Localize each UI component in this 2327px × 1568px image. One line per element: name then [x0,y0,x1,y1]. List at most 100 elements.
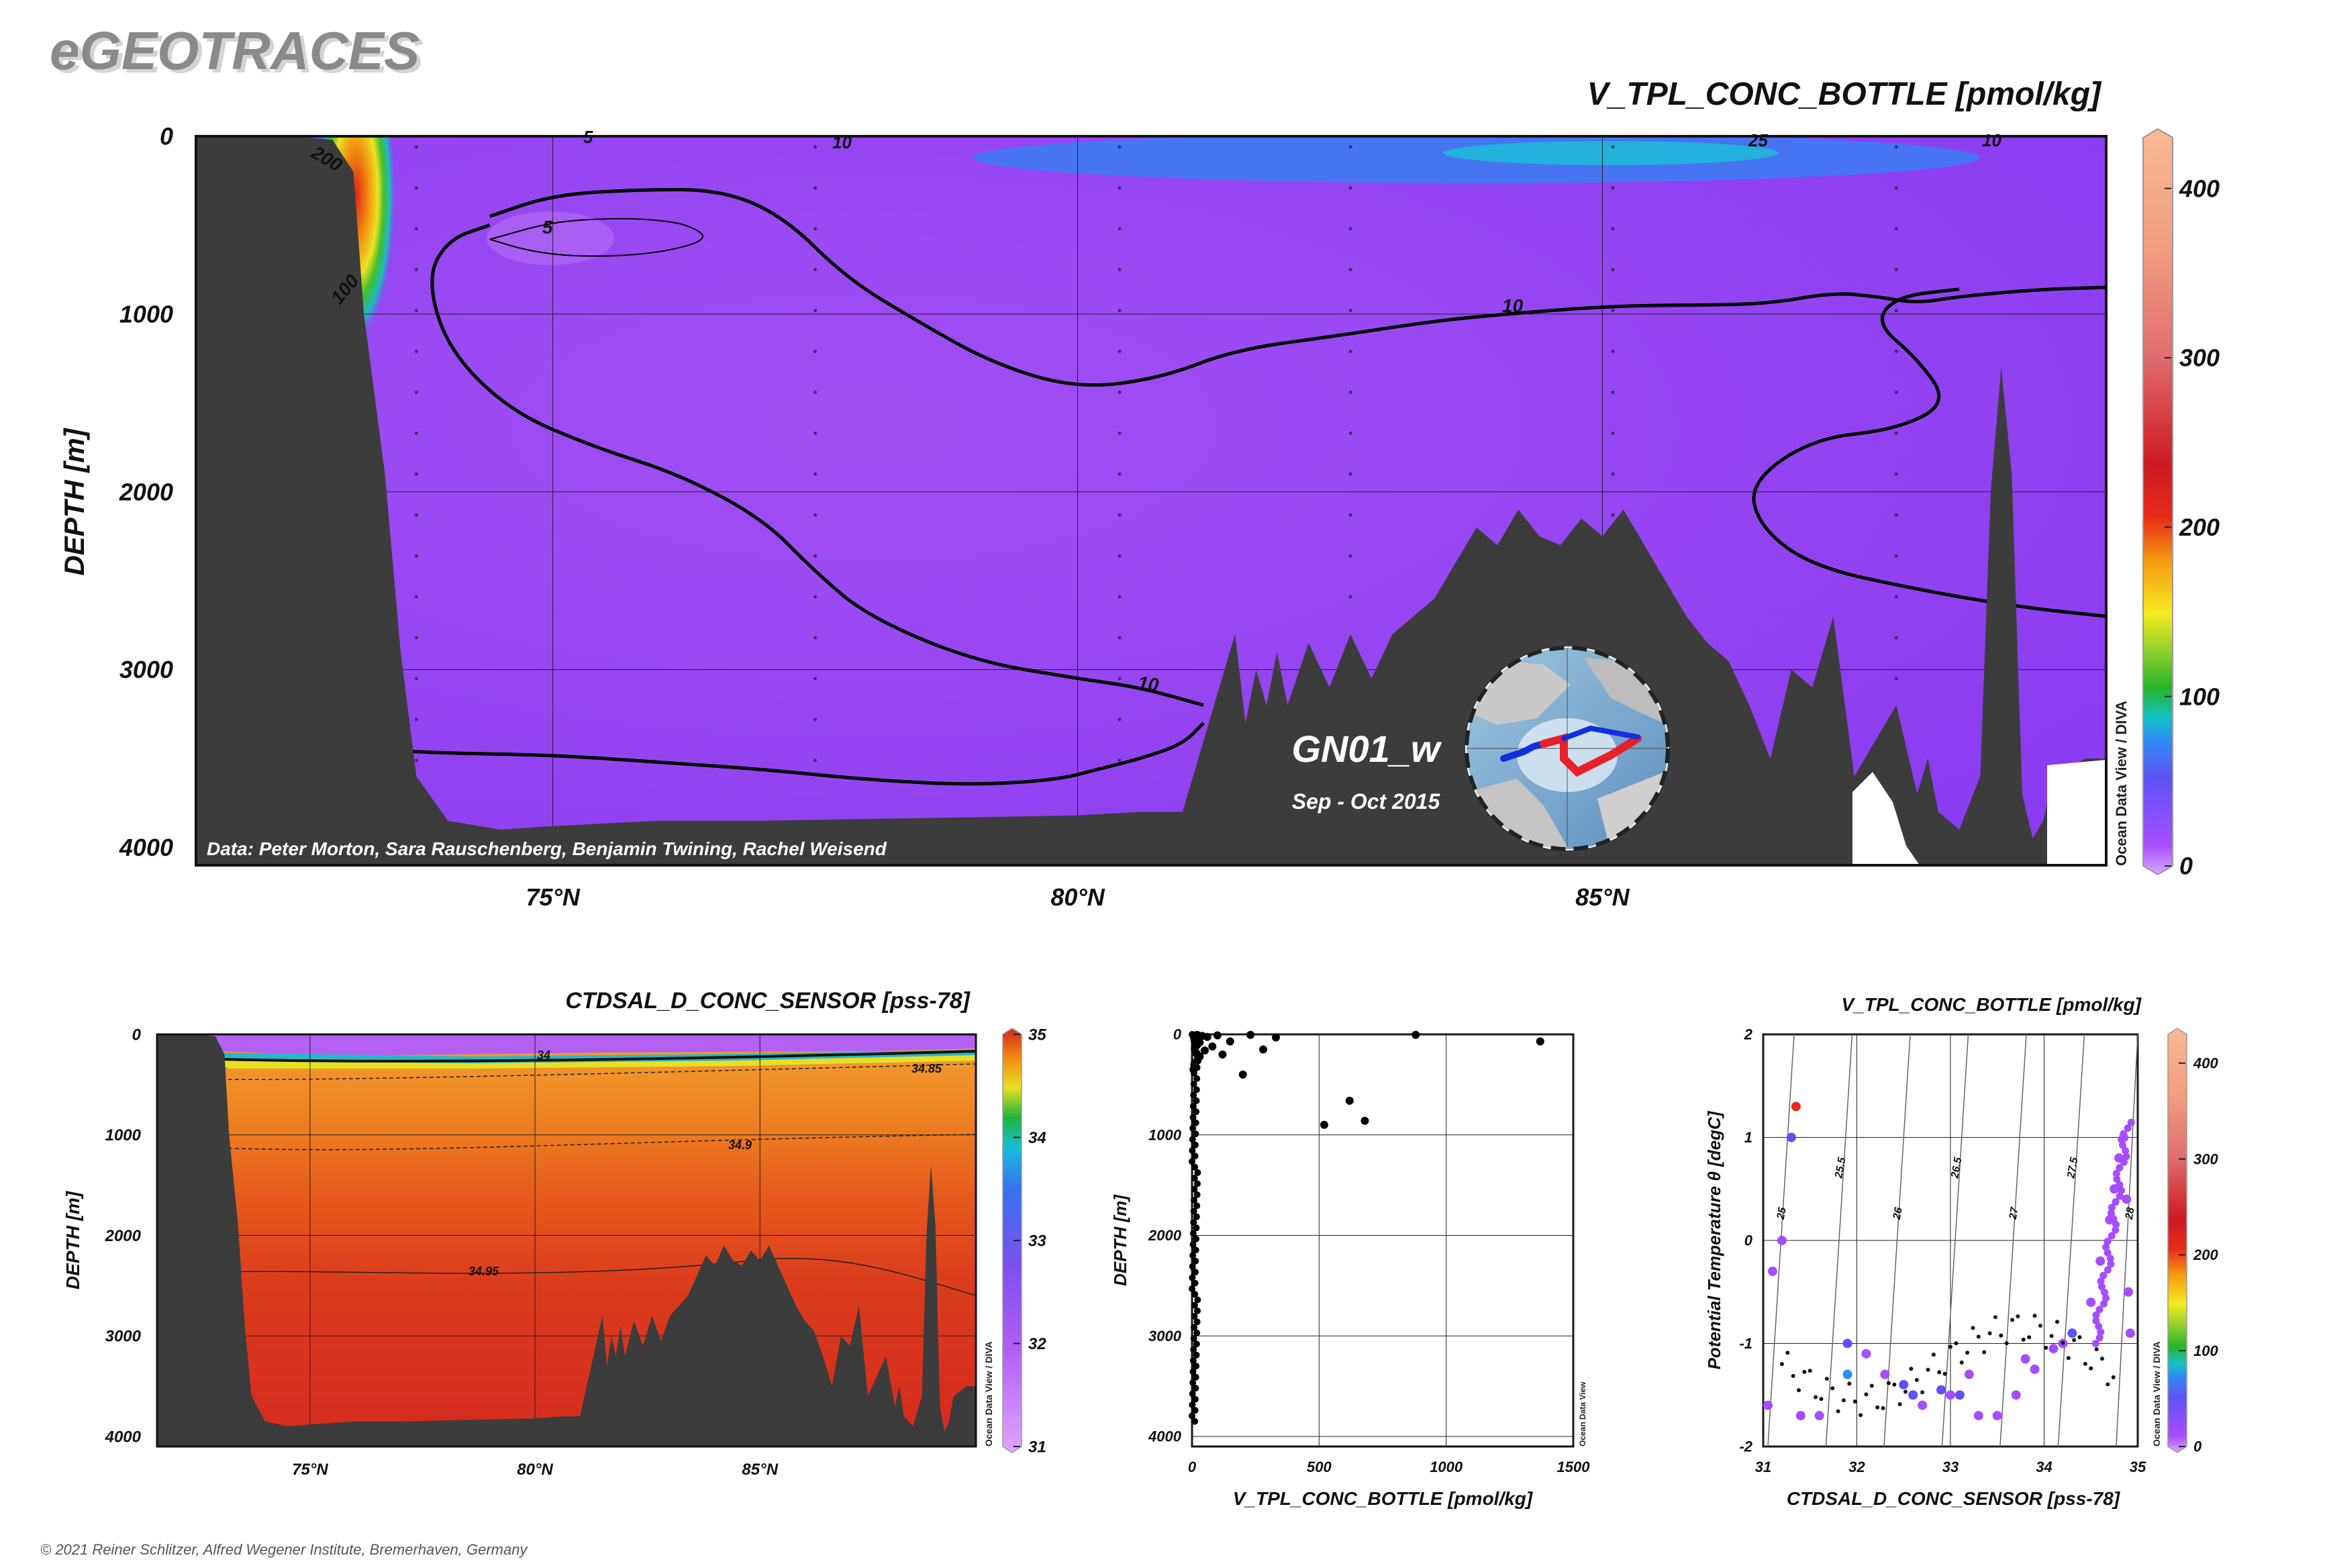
scatter-point [2119,1141,2127,1149]
ts-points [1763,1101,2135,1420]
scatter-point [1982,1350,1987,1355]
scatter-point [1193,1318,1201,1326]
depth-scatter-points [1189,1030,1544,1425]
scatter-point [1797,1388,1801,1393]
scatter-point [1189,1412,1195,1420]
scatter-point [1993,1315,1997,1320]
scatter-point [1190,1346,1197,1353]
sample-dot [1894,309,1898,313]
sample-dot [1348,145,1352,149]
sample-dot [1348,431,1352,435]
sample-dot [1118,472,1122,476]
sample-dot [813,268,818,272]
salinity-frame [156,1033,977,1448]
depth-scatter-x-ticks: 0 500 1000 1500 [1188,1459,1590,1475]
scatter-point [1914,1377,1919,1382]
contour-label-10-north: 10 [1982,130,2001,150]
scatter-point [2122,1146,2130,1155]
x-tick-label: 1500 [1557,1459,1591,1475]
y-tick-label: 4000 [1148,1428,1182,1445]
scatter-point [1875,1405,1880,1410]
scatter-point [2066,1356,2071,1361]
contour-label-5-surface: 5 [583,127,593,147]
salinity-contour-label: 34.95 [468,1265,499,1278]
sample-dot [1894,636,1898,640]
colorbar-tick-label: 400 [2193,1055,2218,1072]
salinity-field [157,1034,976,1447]
scatter-point [1859,1413,1863,1418]
scatter-point [1767,1267,1777,1277]
scatter-point [1959,1360,1964,1365]
scatter-point [2120,1130,2128,1138]
sample-dot [1894,472,1898,476]
scatter-point [2016,1314,2020,1319]
y-tick-label: 4000 [105,1428,142,1446]
sample-dot [1894,595,1898,599]
scatter-point [2125,1328,2135,1338]
scatter-point [1189,1401,1196,1408]
scatter-point [1189,1114,1197,1121]
section-name: GN01_w [1292,728,1442,770]
isopycnal-line [2116,1034,2138,1447]
scatter-point [1791,1373,1795,1378]
sample-dot [1894,513,1898,517]
ts-title: V_TPL_CONC_BOTTLE [pmol/kg] [1842,994,2142,1015]
scatter-point [1189,1285,1195,1292]
scatter-point [1861,1349,1871,1359]
colorbar-tick-label: 32 [1028,1335,1046,1353]
scatter-point [1360,1116,1369,1125]
y-tick-label: 2000 [119,478,173,505]
sample-dot [1118,677,1122,681]
scatter-point [1190,1208,1197,1215]
scatter-point [2108,1209,2116,1217]
scatter-point [1841,1398,1846,1403]
scatter-point [2089,1366,2093,1371]
colorbar-tick-label: 31 [1028,1438,1046,1456]
scatter-point [1909,1367,1914,1371]
scatter-point [2095,1256,2106,1266]
scatter-point [1892,1382,1897,1387]
main-colorbar: 0 100 200 300 400 [2142,128,2220,880]
scatter-point [1976,1334,1981,1339]
scatter-point [2122,1194,2132,1204]
y-tick-label: 3000 [119,656,173,683]
scatter-point [1886,1381,1891,1385]
sample-dot [813,390,818,394]
scatter-point [1193,1202,1201,1210]
scatter-point [1193,1052,1201,1060]
scatter-point [1824,1377,1829,1381]
x-tick-label: 32 [1848,1459,1865,1475]
sample-dot [1118,350,1122,354]
sample-dot [414,309,418,313]
salinity-bathymetry [157,1034,976,1447]
scatter-point [1193,1340,1200,1348]
sample-dot [813,718,818,722]
scatter-point [1191,1302,1198,1309]
brand-title: eGEOTRACES [50,21,419,81]
scatter-point [1191,1418,1199,1425]
scatter-point [2086,1297,2096,1308]
scatter-point [1954,1341,1959,1346]
main-section-plot: V_TPL_CONC_BOTTLE [pmol/kg] 200 100 5 10… [58,77,2220,911]
scatter-point [2106,1382,2110,1387]
scatter-point [1189,1390,1196,1398]
sample-dot [414,390,418,394]
sample-dot [1348,554,1352,558]
main-frame [195,135,2108,867]
ts-x-ticks: 31 32 33 34 35 [1755,1459,2146,1475]
salinity-halocline-yellow [215,1055,976,1069]
scatter-point [2107,1260,2115,1268]
scatter-point [1189,1230,1197,1237]
ts-y-ticks: -2 -1 0 1 2 [1739,1026,1752,1455]
scatter-point [2095,1334,2103,1342]
scatter-point [2112,1220,2120,1228]
sample-dot [1118,718,1122,722]
scatter-point [2120,1158,2128,1166]
sample-dot [1611,268,1615,272]
scatter-point [1246,1030,1255,1039]
scatter-point [2124,1124,2132,1132]
scatter-point [1819,1397,1824,1402]
scatter-point [1191,1291,1199,1298]
scatter-point [1191,1407,1199,1414]
sample-dot [1348,227,1352,231]
